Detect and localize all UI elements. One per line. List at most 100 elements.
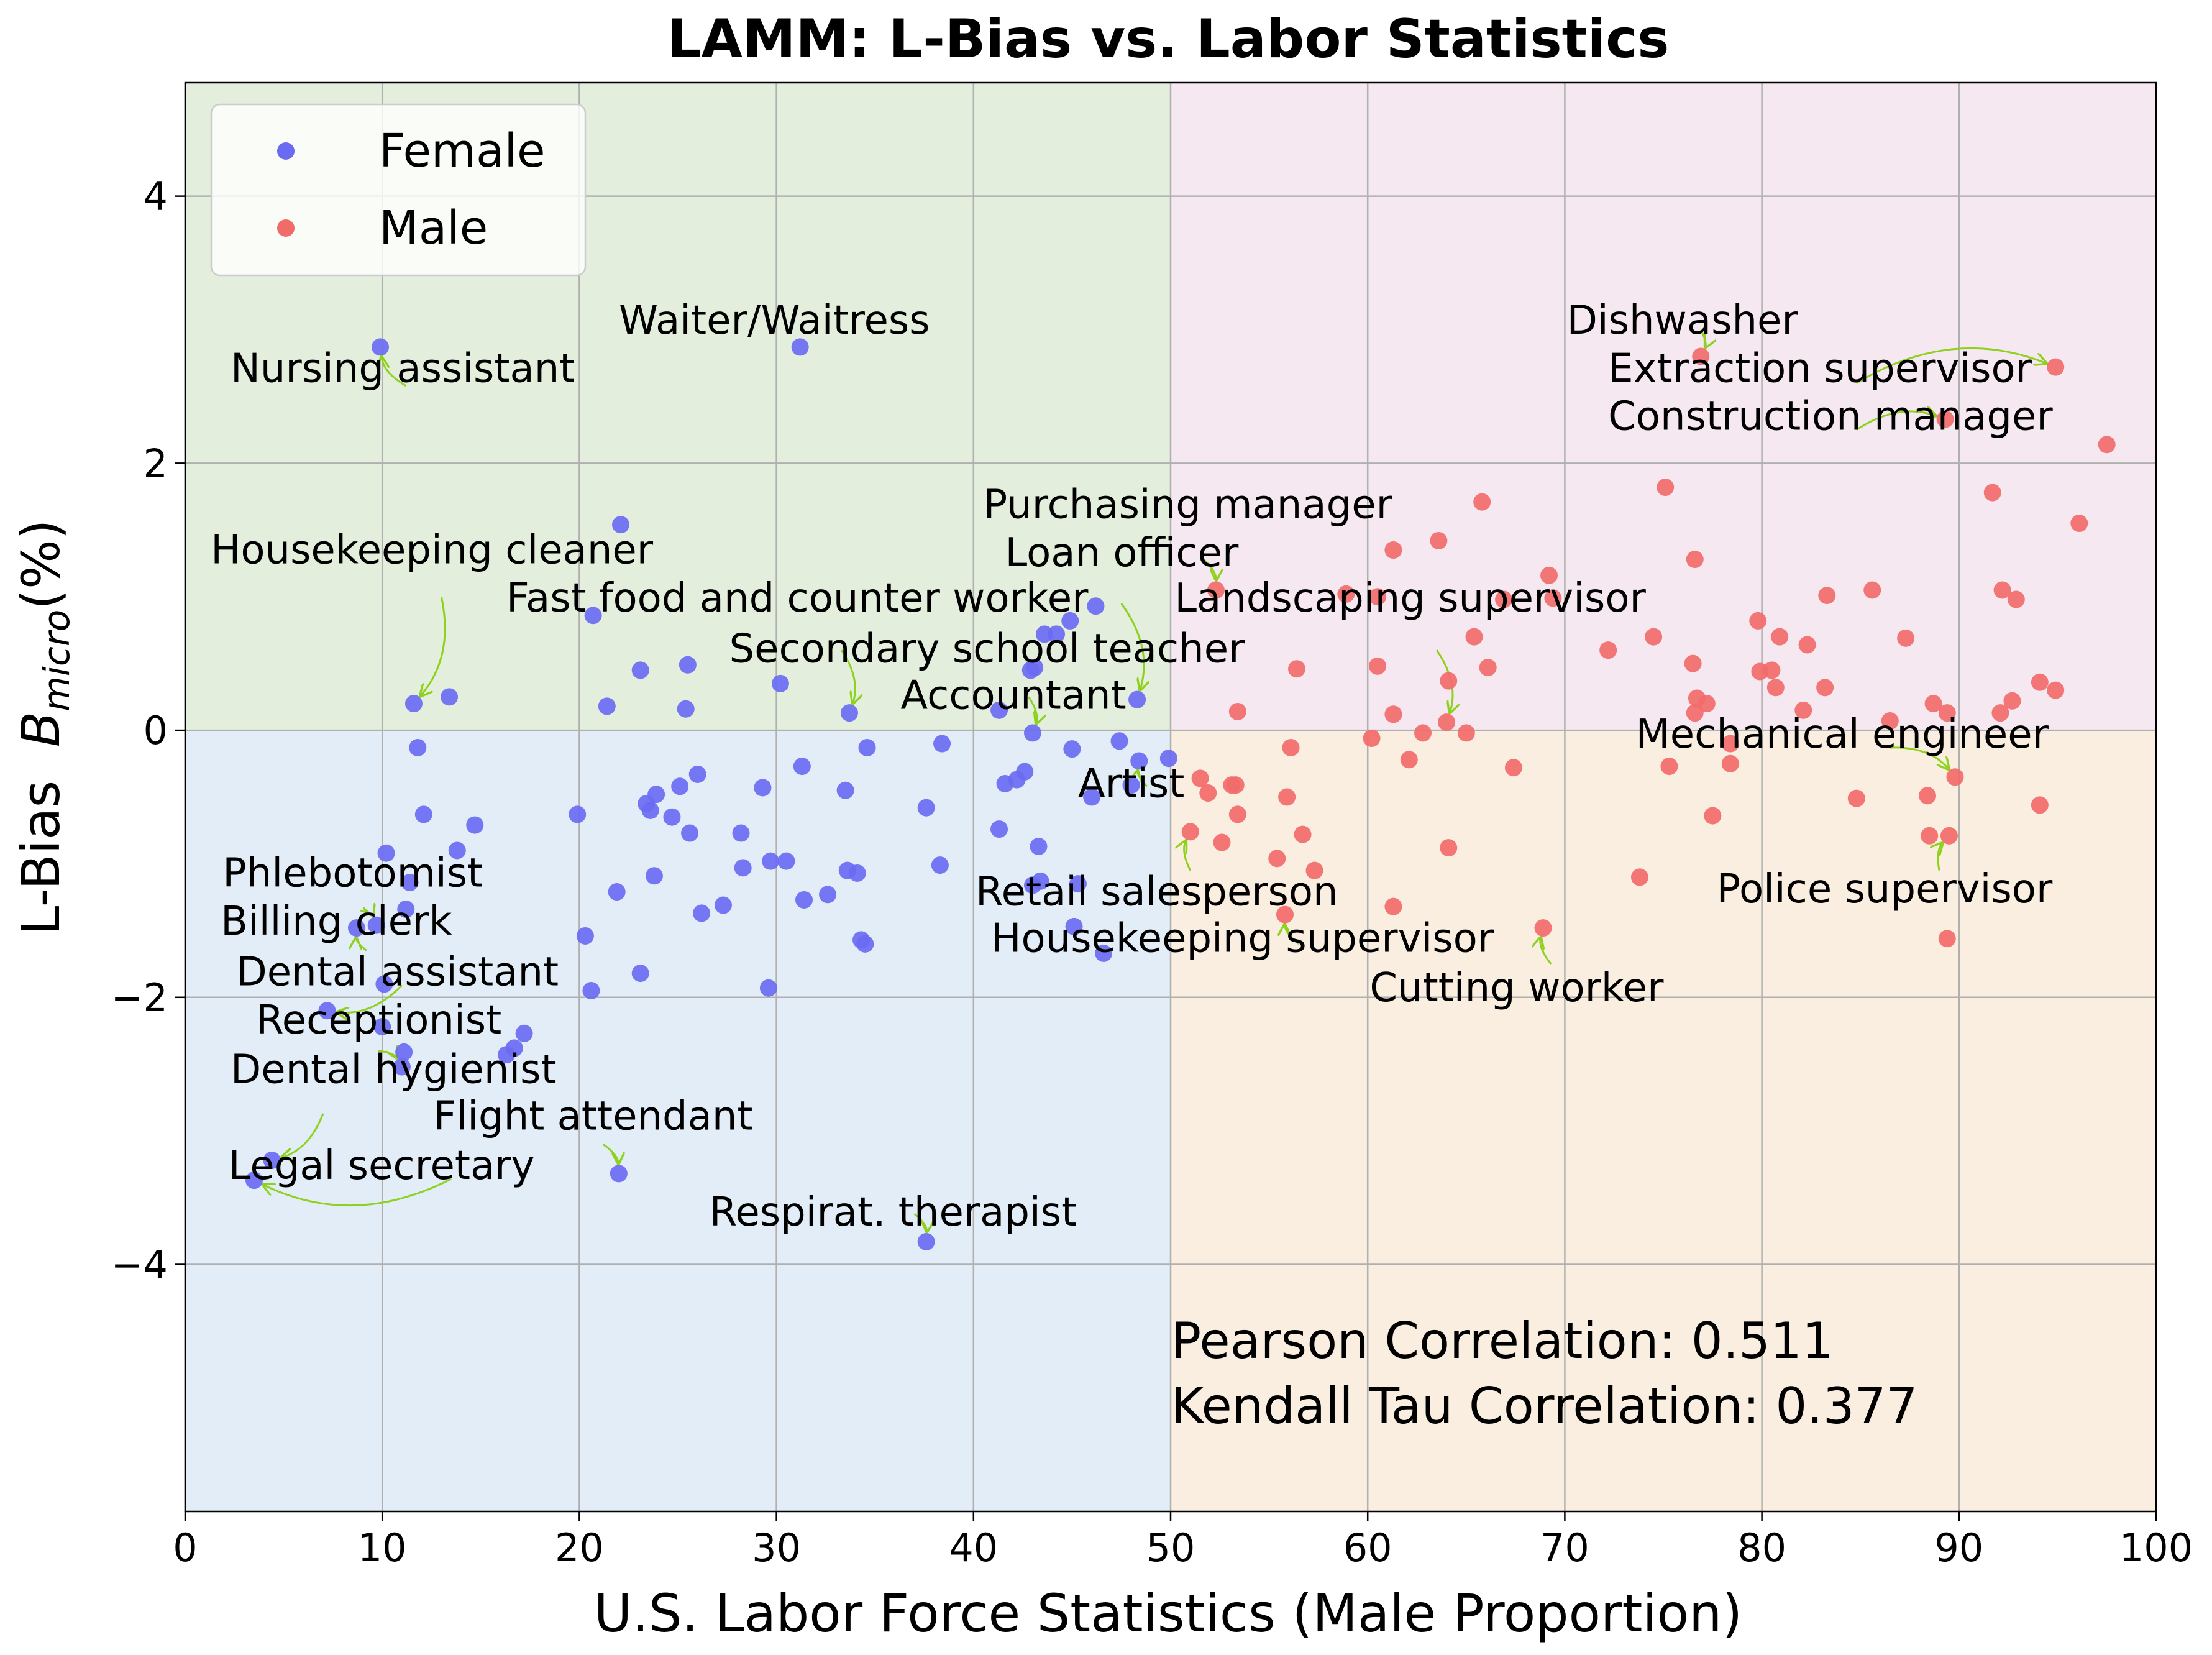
male-point bbox=[1921, 827, 1939, 845]
female-point bbox=[1030, 837, 1048, 855]
male-point bbox=[1863, 581, 1881, 599]
female-point bbox=[681, 824, 699, 842]
annotation-arrow bbox=[1540, 938, 1552, 965]
male-point bbox=[1282, 739, 1300, 757]
female-point bbox=[576, 927, 594, 945]
female-point bbox=[777, 852, 795, 870]
male-point bbox=[1599, 641, 1617, 659]
female-point bbox=[466, 816, 484, 834]
male-point bbox=[1363, 729, 1381, 747]
annotation-label: Retail salesperson bbox=[976, 869, 1338, 915]
male-point bbox=[1657, 479, 1675, 497]
annotation-label: Flight attendant bbox=[434, 1094, 753, 1140]
female-point bbox=[693, 904, 711, 922]
male-point bbox=[2047, 358, 2065, 376]
annotation-label: Dental hygienist bbox=[231, 1047, 557, 1093]
female-point bbox=[367, 916, 385, 934]
male-point bbox=[1704, 807, 1722, 825]
x-tick-label: 20 bbox=[555, 1525, 604, 1570]
male-point bbox=[2047, 681, 2065, 699]
legend: Female Male bbox=[210, 103, 587, 277]
male-point bbox=[1288, 660, 1306, 678]
female-point bbox=[1063, 740, 1081, 758]
male-point bbox=[1268, 850, 1286, 868]
male-point bbox=[1438, 713, 1456, 731]
female-point bbox=[856, 935, 874, 953]
female-point bbox=[1087, 597, 1105, 615]
male-point bbox=[1191, 769, 1209, 787]
annotation-label: Dishwasher bbox=[1567, 298, 1799, 344]
y-tick-label: 4 bbox=[144, 174, 168, 219]
male-point bbox=[1278, 788, 1296, 806]
x-tick-label: 40 bbox=[949, 1525, 998, 1570]
female-point bbox=[393, 1058, 411, 1076]
male-point bbox=[2031, 673, 2049, 691]
male-point bbox=[1881, 712, 1899, 730]
annotation-label: Accountant bbox=[900, 673, 1126, 719]
female-point bbox=[1016, 763, 1034, 781]
annotation-label: Extraction supervisor bbox=[1608, 346, 2032, 392]
male-point bbox=[1630, 868, 1648, 886]
y-tick-label: −2 bbox=[111, 975, 168, 1020]
female-point bbox=[933, 735, 951, 753]
male-point bbox=[2098, 436, 2116, 454]
annotation-arrow bbox=[382, 357, 407, 387]
female-point bbox=[515, 1024, 533, 1042]
male-point bbox=[1479, 659, 1497, 677]
annotation-arrow bbox=[1856, 347, 2047, 384]
annotation-arrow bbox=[281, 1113, 324, 1158]
male-point bbox=[1207, 581, 1225, 599]
annotation-label: Construction manager bbox=[1608, 394, 2053, 440]
x-tick-label: 70 bbox=[1540, 1525, 1589, 1570]
annotation-arrow bbox=[1028, 696, 1037, 723]
male-point bbox=[1991, 704, 2009, 722]
female-point bbox=[1095, 944, 1113, 962]
x-tick-label: 100 bbox=[2119, 1525, 2193, 1570]
legend-female-label: Female bbox=[379, 124, 546, 178]
male-point bbox=[1919, 787, 1937, 805]
male-point bbox=[1384, 541, 1402, 559]
female-point bbox=[858, 739, 876, 757]
male-point bbox=[1457, 724, 1475, 742]
male-point bbox=[1721, 754, 1739, 772]
female-point bbox=[1069, 875, 1087, 893]
annotation-arrow bbox=[356, 938, 367, 951]
annotation-label: Housekeeping supervisor bbox=[991, 916, 1494, 962]
female-point bbox=[990, 820, 1008, 838]
quadrant-backgrounds bbox=[185, 83, 2156, 1511]
annotation-arrow bbox=[1856, 411, 1936, 431]
female-point bbox=[734, 859, 752, 877]
male-point bbox=[1684, 654, 1702, 672]
female-point bbox=[793, 758, 811, 776]
male-point bbox=[1993, 581, 2011, 599]
male-point bbox=[1766, 679, 1785, 697]
male-point bbox=[1763, 661, 1781, 679]
y-tick-label: 2 bbox=[144, 441, 168, 486]
female-point bbox=[679, 656, 697, 674]
legend-male-label: Male bbox=[379, 201, 488, 255]
female-point bbox=[1021, 661, 1040, 679]
annotation-arrow bbox=[841, 649, 855, 704]
female-point bbox=[754, 779, 772, 797]
male-point bbox=[2031, 796, 2049, 814]
y-tick-label: 0 bbox=[144, 708, 168, 753]
x-tick-label: 50 bbox=[1146, 1525, 1195, 1570]
female-point bbox=[401, 874, 419, 892]
male-point bbox=[1384, 897, 1402, 915]
quadrant-bottom-left bbox=[185, 730, 1171, 1511]
female-point bbox=[263, 1151, 281, 1169]
male-point bbox=[1227, 776, 1245, 794]
male-point bbox=[1294, 825, 1312, 843]
annotation-label: Billing clerk bbox=[221, 899, 452, 945]
female-point bbox=[409, 739, 427, 757]
male-point bbox=[1414, 724, 1432, 742]
male-point bbox=[1794, 701, 1812, 719]
annotation-label: Purchasing manager bbox=[984, 482, 1393, 528]
male-point bbox=[1440, 839, 1458, 857]
female-point bbox=[1083, 788, 1101, 806]
male-point bbox=[1199, 784, 1217, 802]
female-point bbox=[397, 900, 415, 918]
male-point bbox=[1645, 628, 1663, 646]
x-tick-label: 30 bbox=[752, 1525, 801, 1570]
